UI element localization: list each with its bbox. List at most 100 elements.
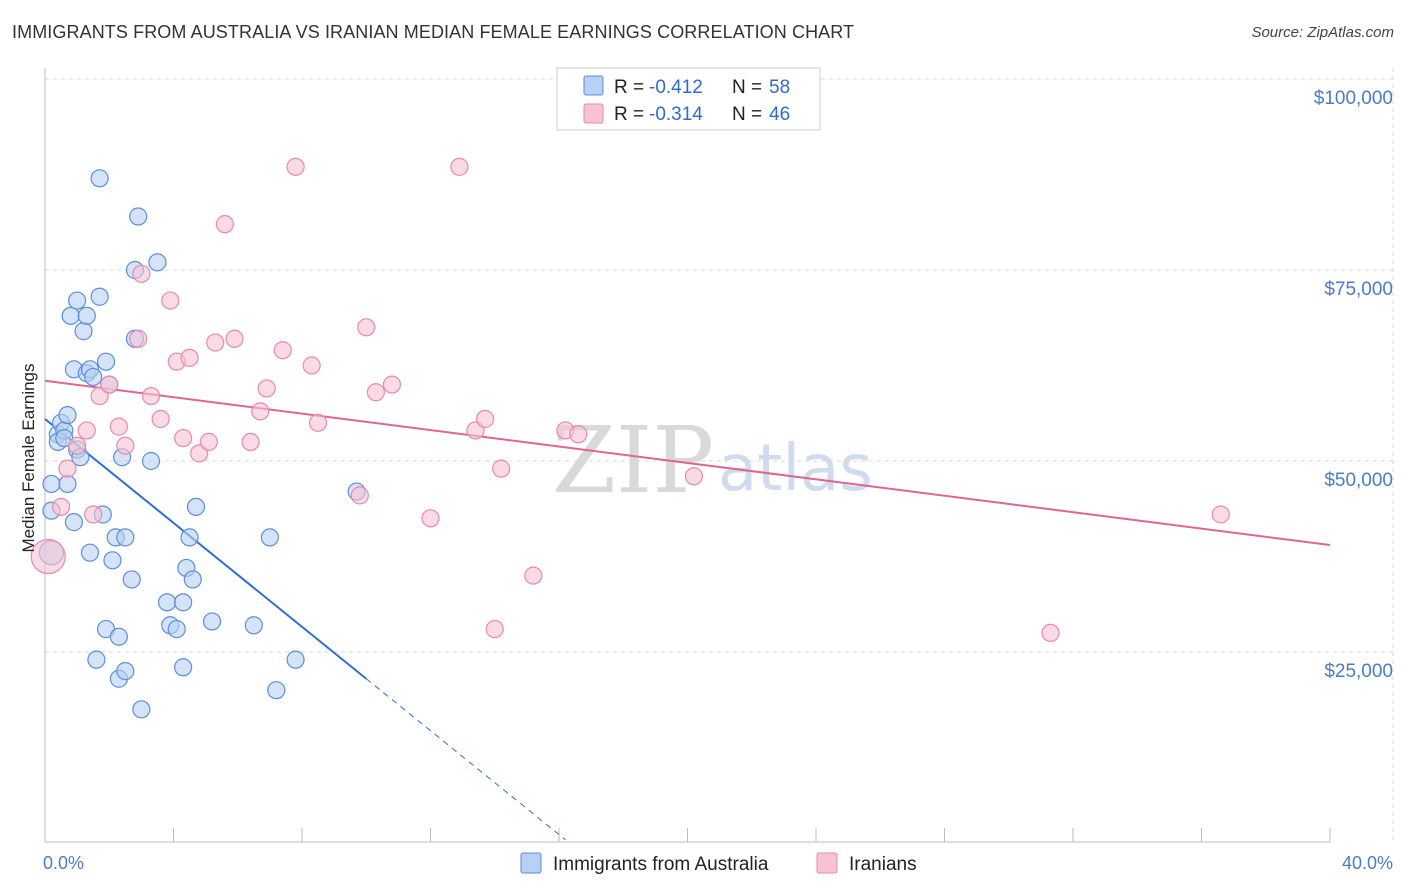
point-iranians-38 [485, 619, 504, 639]
point-australia-49 [186, 497, 206, 516]
point-australia-37 [129, 207, 148, 226]
point-australia-52 [260, 528, 279, 547]
point-iranians-33 [382, 375, 402, 394]
point-iranians-23 [241, 432, 260, 451]
point-australia-40 [148, 253, 167, 272]
point-iranians-7 [100, 375, 119, 394]
point-australia-34 [122, 570, 141, 589]
y-axis-label: Median Female Earnings [19, 364, 38, 553]
point-australia-12 [68, 291, 87, 310]
chart-source: Source: ZipAtlas.com [1251, 24, 1394, 41]
legend-r-label-2: R = [614, 104, 644, 125]
y-tick-label-1: $50,000 [1324, 470, 1393, 491]
bottom-legend-swatch-iranians [816, 852, 838, 874]
point-australia-31 [109, 627, 128, 646]
point-iranians-42 [569, 425, 588, 444]
point-iranians-17 [180, 348, 199, 367]
point-iranians-34 [421, 509, 440, 528]
bottom-legend-label-iranians: Iranians [849, 854, 917, 875]
watermark: ZIP atlas [552, 407, 873, 514]
point-iranians-44 [1041, 623, 1060, 643]
point-australia-50 [202, 612, 222, 631]
point-iranians-25 [257, 379, 276, 398]
point-australia-23 [90, 287, 109, 306]
point-iranians-9 [116, 436, 135, 455]
point-iranians-14 [161, 291, 180, 310]
point-iranians-39 [492, 459, 511, 478]
point-iranians-29 [308, 413, 328, 432]
point-australia-45 [174, 658, 193, 677]
point-iranians-12 [141, 386, 161, 406]
point-iranians-35 [450, 157, 469, 176]
point-australia-9 [61, 306, 80, 325]
point-australia-54 [286, 650, 305, 669]
trend-line-australia [44, 418, 367, 680]
point-australia-28 [103, 551, 122, 570]
legend-swatch-iranians [583, 103, 604, 124]
y-tick-label-3: $100,000 [1314, 88, 1393, 109]
tick-labels: $25,000 $50,000 $75,000 $100,000 0.0% 40.0% [43, 88, 1393, 873]
point-australia-33 [116, 661, 135, 681]
point-australia-51 [244, 616, 263, 635]
bottom-legend-swatch-australia [520, 852, 542, 874]
point-iranians-45 [1211, 505, 1230, 524]
point-iranians-43 [684, 467, 704, 486]
point-iranians-20 [206, 333, 225, 352]
point-iranians-0 [30, 538, 66, 575]
data-points [30, 157, 1230, 719]
x-tick-label-1: 40.0% [1342, 853, 1393, 873]
point-iranians-3 [68, 436, 87, 455]
point-iranians-19 [199, 432, 218, 451]
point-australia-15 [74, 322, 93, 341]
point-australia-19 [80, 543, 100, 562]
point-iranians-26 [273, 341, 292, 360]
point-australia-20 [84, 367, 103, 387]
trend-line-australia-extension [365, 678, 566, 841]
point-australia-44 [174, 593, 193, 612]
point-iranians-32 [366, 383, 385, 402]
point-iranians-16 [174, 428, 193, 448]
legend-box: R = -0.412 N = 58 R = -0.314 N = 46 [556, 67, 821, 131]
y-tick-label-0: $25,000 [1324, 661, 1393, 682]
point-australia-11 [64, 513, 84, 532]
point-australia-38 [132, 700, 151, 719]
legend-n-label-1: N = [732, 77, 762, 98]
axes [44, 68, 1331, 843]
legend-n-value-1: 58 [769, 77, 790, 98]
point-iranians-1 [51, 497, 71, 516]
point-iranians-28 [302, 356, 321, 375]
point-australia-43 [167, 619, 186, 639]
point-australia-22 [90, 169, 109, 188]
chart-title: IMMIGRANTS FROM AUSTRALIA VS IRANIAN MED… [12, 22, 855, 42]
legend-n-label-2: N = [732, 104, 762, 125]
point-australia-7 [58, 406, 77, 425]
y-tick-label-2: $75,000 [1324, 279, 1393, 300]
point-australia-56 [116, 528, 135, 547]
x-tick-label-0: 0.0% [43, 853, 84, 873]
point-australia-53 [267, 681, 286, 700]
point-iranians-2 [58, 459, 77, 478]
point-australia-16 [77, 306, 96, 325]
legend-r-value-2: -0.314 [649, 104, 703, 125]
point-iranians-27 [286, 157, 305, 176]
point-iranians-24 [251, 402, 270, 421]
point-australia-39 [141, 451, 161, 471]
point-australia-8 [58, 474, 77, 494]
point-iranians-8 [109, 417, 128, 436]
bottom-legend-label-australia: Immigrants from Australia [553, 854, 769, 875]
point-iranians-31 [357, 318, 376, 337]
point-iranians-10 [129, 329, 148, 348]
point-iranians-40 [524, 566, 543, 585]
legend-r-value-1: -0.412 [649, 77, 703, 98]
trend-line-iranians [44, 379, 1331, 547]
point-iranians-30 [350, 486, 369, 505]
legend-r-label-1: R = [614, 77, 644, 98]
point-iranians-37 [476, 409, 495, 429]
legend-swatch-australia [583, 75, 604, 96]
point-australia-48 [183, 570, 202, 589]
point-iranians-5 [84, 505, 103, 524]
bottom-legend: Immigrants from Australia Iranians [520, 852, 917, 875]
watermark-atlas: atlas [718, 432, 873, 506]
point-australia-1 [42, 474, 61, 494]
